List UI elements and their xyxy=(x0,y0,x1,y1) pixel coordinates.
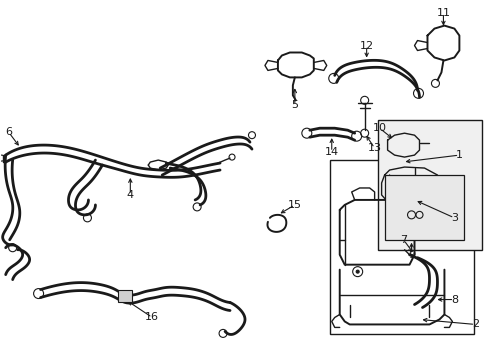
Text: 14: 14 xyxy=(324,147,338,157)
Text: 3: 3 xyxy=(450,213,457,223)
Text: 10: 10 xyxy=(372,123,386,133)
Text: 16: 16 xyxy=(145,312,159,323)
Bar xyxy=(329,160,473,334)
Circle shape xyxy=(355,270,359,273)
Bar xyxy=(377,120,481,250)
Bar xyxy=(118,289,132,302)
Text: 5: 5 xyxy=(291,100,298,110)
Text: 4: 4 xyxy=(126,190,134,200)
Text: 2: 2 xyxy=(471,319,478,329)
Text: 13: 13 xyxy=(367,143,381,153)
Bar xyxy=(384,175,464,240)
Text: 6: 6 xyxy=(5,127,12,137)
Text: 7: 7 xyxy=(399,235,407,245)
Text: 11: 11 xyxy=(436,8,449,18)
Text: 9: 9 xyxy=(407,250,414,260)
Text: 1: 1 xyxy=(455,150,462,160)
Text: 15: 15 xyxy=(287,200,301,210)
Text: 8: 8 xyxy=(450,294,457,305)
Text: 12: 12 xyxy=(359,41,373,50)
